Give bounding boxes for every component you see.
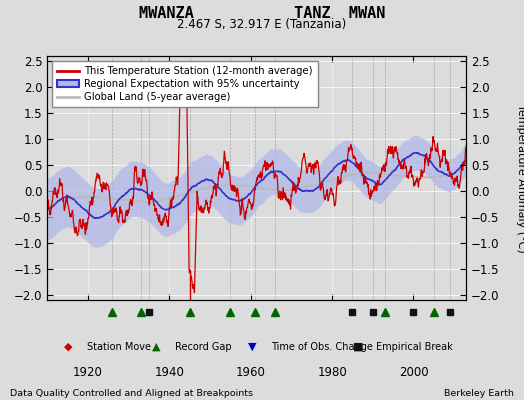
Y-axis label: Temperature Anomaly (°C): Temperature Anomaly (°C) (516, 104, 524, 252)
Text: ▼: ▼ (248, 342, 257, 352)
Text: 1980: 1980 (317, 366, 347, 379)
Text: 1940: 1940 (155, 366, 184, 379)
Text: Station Move: Station Move (87, 342, 151, 352)
Text: Berkeley Earth: Berkeley Earth (444, 389, 514, 398)
Text: ◆: ◆ (64, 342, 72, 352)
Text: Record Gap: Record Gap (175, 342, 232, 352)
Text: 2.467 S, 32.917 E (Tanzania): 2.467 S, 32.917 E (Tanzania) (178, 18, 346, 31)
Text: ■: ■ (353, 342, 364, 352)
Text: 1920: 1920 (73, 366, 103, 379)
Text: Data Quality Controlled and Aligned at Breakpoints: Data Quality Controlled and Aligned at B… (10, 389, 254, 398)
Text: MWANZA           TANZ  MWAN: MWANZA TANZ MWAN (139, 6, 385, 21)
Text: 2000: 2000 (399, 366, 428, 379)
Text: Empirical Break: Empirical Break (376, 342, 453, 352)
Legend: This Temperature Station (12-month average), Regional Expectation with 95% uncer: This Temperature Station (12-month avera… (52, 61, 318, 107)
Text: 1960: 1960 (236, 366, 266, 379)
Text: Time of Obs. Change: Time of Obs. Change (271, 342, 373, 352)
Text: ▲: ▲ (152, 342, 160, 352)
